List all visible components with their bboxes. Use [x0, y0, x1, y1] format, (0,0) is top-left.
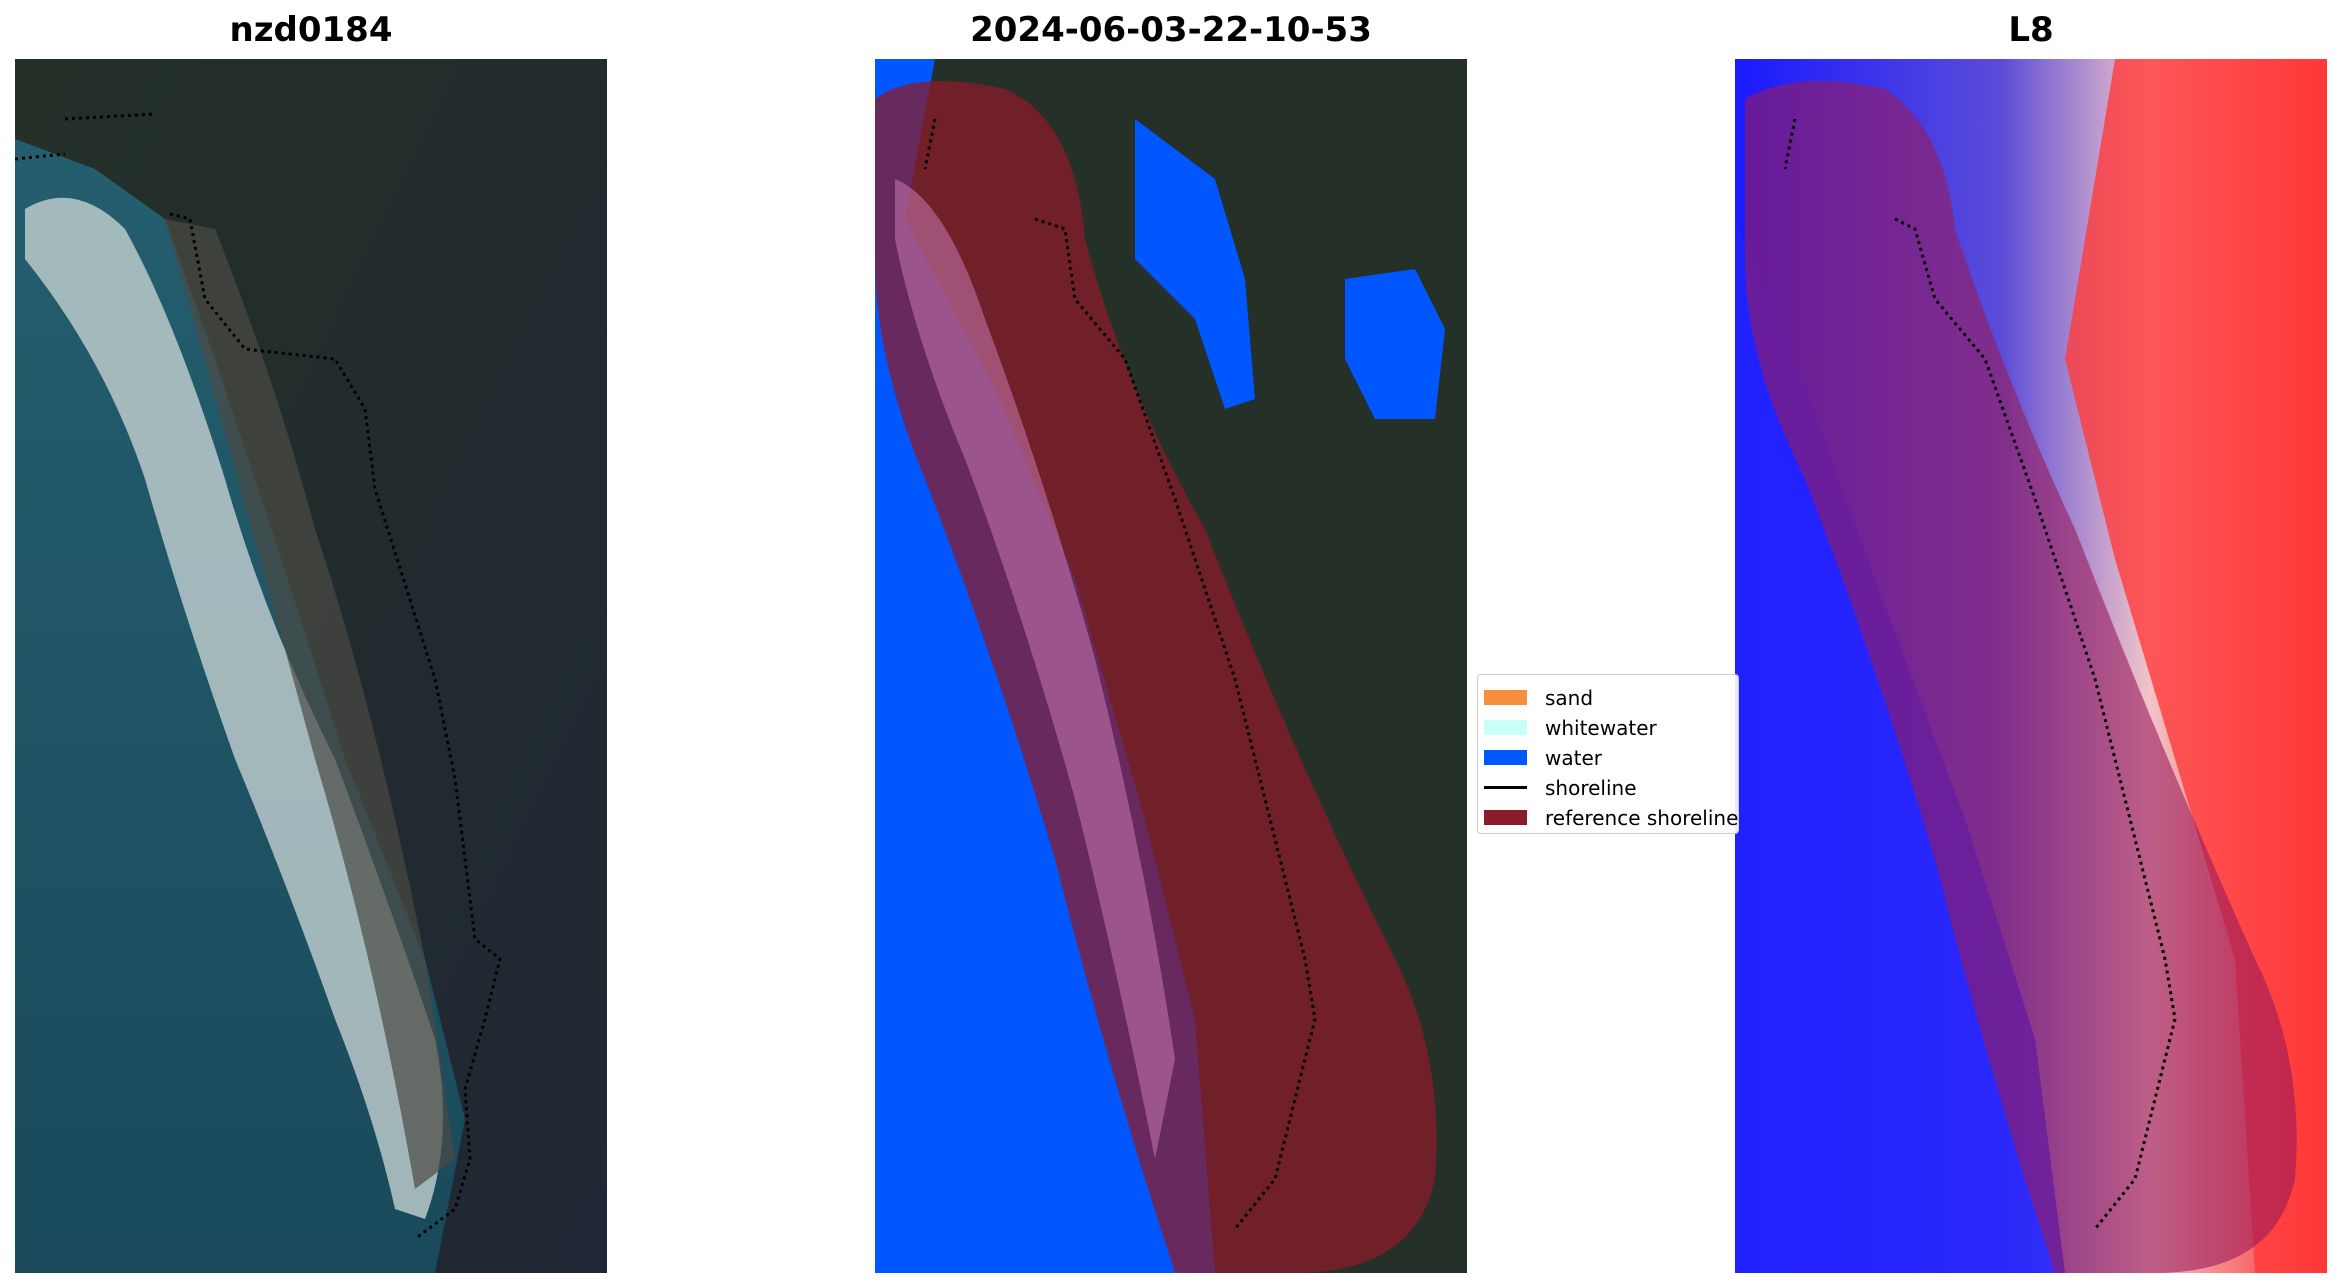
- high-index-land: [2065, 59, 2327, 1273]
- beach-area: [165, 219, 455, 1189]
- shoreline-trace: [1783, 118, 2177, 1230]
- lagoon-water-area: [1135, 119, 1255, 409]
- legend-line-shoreline: [1484, 786, 1527, 789]
- surf-zone: [25, 197, 443, 1219]
- reference-shoreline-buffer: [875, 81, 1437, 1273]
- legend-label-reference-shoreline: reference shoreline: [1545, 806, 1739, 830]
- legend-label-shoreline: shoreline: [1545, 776, 1637, 800]
- panel-title-rgb: nzd0184: [229, 10, 393, 50]
- legend: sand whitewater water shoreline referenc…: [1477, 674, 1739, 834]
- sand-class-area: [895, 179, 1175, 1159]
- rgb-image-panel: [15, 59, 607, 1273]
- legend-label-water: water: [1545, 746, 1602, 770]
- legend-label-whitewater: whitewater: [1545, 716, 1657, 740]
- inland-water-area: [1345, 269, 1445, 419]
- panel-title-index: L8: [2008, 10, 2054, 50]
- index-image-panel: [1735, 59, 2327, 1273]
- legend-swatch-whitewater: [1484, 720, 1527, 735]
- shoreline-trace: [923, 118, 1317, 1230]
- shoreline-trace: [15, 112, 502, 1241]
- classified-image-panel: [875, 59, 1467, 1273]
- legend-label-sand: sand: [1545, 686, 1594, 710]
- legend-swatch-reference-shoreline: [1484, 810, 1527, 825]
- legend-swatch-water: [1484, 750, 1527, 765]
- panel-title-classified: 2024-06-03-22-10-53: [970, 10, 1372, 50]
- legend-swatch-sand: [1484, 690, 1527, 705]
- reference-shoreline-buffer: [1745, 81, 2297, 1273]
